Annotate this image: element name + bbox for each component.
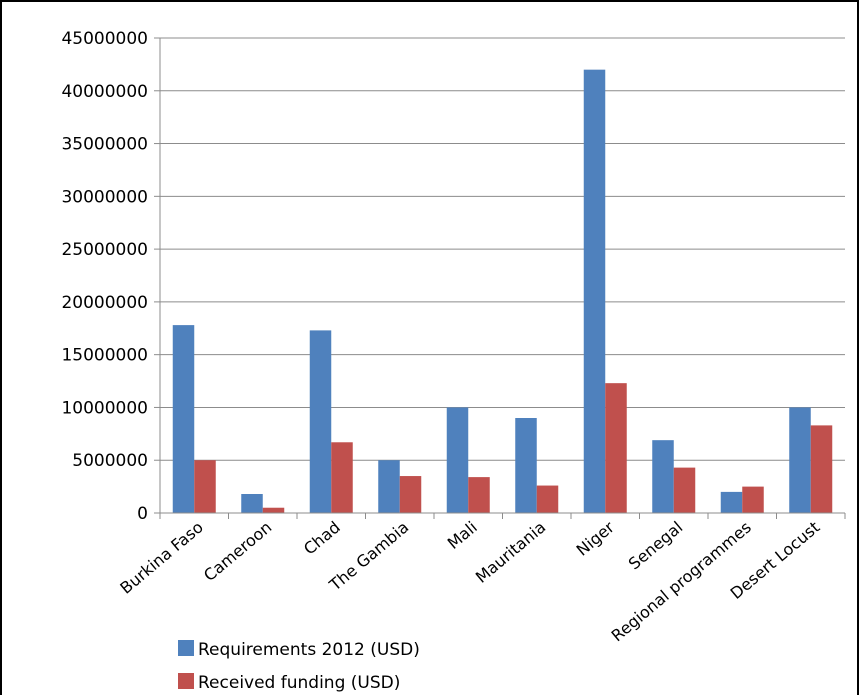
legend-swatch bbox=[178, 640, 194, 656]
bar-received-regional-programmes bbox=[742, 486, 764, 513]
legend-label: Received funding (USD) bbox=[198, 673, 400, 693]
bar-received-the-gambia bbox=[399, 476, 422, 513]
bar-requirements-regional-programmes bbox=[720, 491, 743, 513]
y-tick-label: 0 bbox=[137, 504, 148, 524]
y-tick-label: 5000000 bbox=[72, 451, 148, 471]
y-tick-label: 15000000 bbox=[61, 346, 148, 366]
bar-received-chad bbox=[331, 442, 353, 513]
legend-label: Requirements 2012 (USD) bbox=[198, 640, 420, 660]
bar-received-niger bbox=[605, 383, 627, 513]
bar-requirements-cameroon bbox=[241, 494, 263, 513]
bar-received-cameroon bbox=[262, 507, 285, 513]
bar-received-mauritania bbox=[536, 485, 559, 513]
bar-requirements-mali bbox=[446, 407, 469, 513]
y-tick-label: 20000000 bbox=[61, 293, 148, 313]
bar-requirements-mauritania bbox=[515, 418, 537, 513]
bar-received-senegal bbox=[673, 467, 696, 513]
axes bbox=[154, 37, 846, 519]
y-tick-label: 45000000 bbox=[61, 29, 148, 49]
bars bbox=[172, 69, 833, 514]
bar-requirements-senegal bbox=[652, 440, 674, 513]
bar-received-desert-locust bbox=[810, 425, 833, 513]
legend: Requirements 2012 (USD) Received funding … bbox=[178, 640, 420, 693]
bar-requirements-burkina-faso bbox=[172, 325, 195, 513]
gridlines bbox=[160, 37, 845, 461]
bar-requirements-desert-locust bbox=[789, 407, 811, 513]
legend-swatch bbox=[178, 673, 194, 689]
y-tick-labels: 0 5000000 10000000 15000000 20000000 25000000… bbox=[61, 29, 148, 524]
bar-requirements-the-gambia bbox=[378, 460, 400, 513]
bar-received-mali bbox=[468, 477, 490, 513]
bar-requirements-niger bbox=[583, 69, 606, 514]
bar-received-burkina-faso bbox=[194, 460, 216, 513]
y-tick-label: 25000000 bbox=[61, 240, 148, 260]
y-tick-label: 40000000 bbox=[61, 82, 148, 102]
bar-requirements-chad bbox=[309, 330, 332, 513]
y-tick-label: 10000000 bbox=[61, 398, 148, 418]
y-tick-label: 30000000 bbox=[61, 187, 148, 207]
y-tick-label: 35000000 bbox=[61, 135, 148, 155]
